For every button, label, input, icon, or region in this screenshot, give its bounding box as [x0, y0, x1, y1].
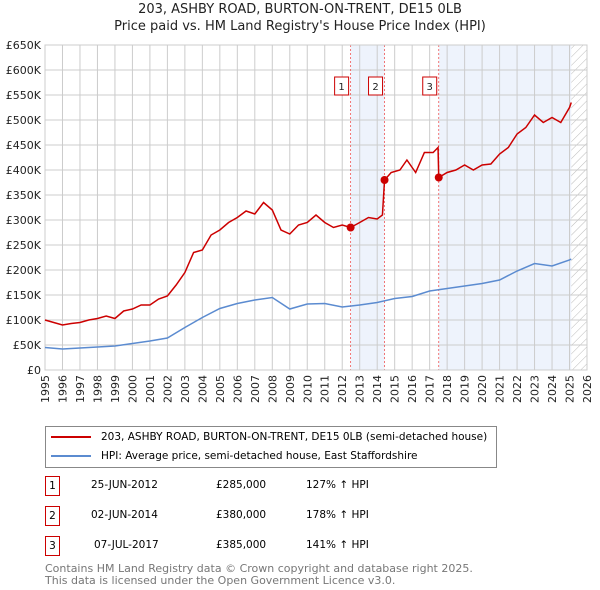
legend-property-label: 203, ASHBY ROAD, BURTON-ON-TRENT, DE15 0…	[101, 431, 488, 443]
sale-label-box	[368, 76, 384, 96]
x-tick-label: 2003	[179, 375, 192, 403]
y-tick-label: £0	[27, 364, 41, 377]
x-tick-label: 2014	[371, 375, 384, 403]
sale-label-box	[422, 76, 438, 96]
shaded-period	[350, 45, 385, 370]
y-tick-label: £150K	[6, 289, 42, 302]
x-tick-label: 2026	[581, 375, 594, 403]
y-tick-label: £250K	[6, 239, 42, 252]
x-tick-label: 2021	[494, 375, 507, 403]
sale-label: 2	[372, 82, 378, 93]
legend: 203, ASHBY ROAD, BURTON-ON-TRENT, DE15 0…	[45, 426, 497, 468]
x-tick-label: 2005	[214, 375, 227, 403]
shaded-period	[438, 45, 572, 370]
sale-point	[434, 173, 443, 182]
plot-border	[44, 44, 588, 371]
y-tick-label: £450K	[6, 139, 42, 152]
x-tick-label: 1995	[39, 375, 52, 403]
y-tick-label: £350K	[6, 189, 42, 202]
x-tick-label: 2020	[476, 375, 489, 403]
x-tick-label: 1998	[91, 375, 104, 403]
transaction-hpi: 141% ↑ HPI	[306, 539, 369, 551]
hpi-line	[44, 258, 572, 350]
legend-hpi-swatch	[51, 455, 91, 457]
sale-point	[380, 176, 389, 184]
x-tick-label: 2002	[161, 375, 174, 403]
property-price-line	[44, 102, 572, 326]
x-tick-label: 2024	[546, 375, 559, 403]
transaction-marker: 2	[45, 506, 60, 526]
x-tick-label: 2007	[249, 375, 262, 403]
x-tick-label: 2016	[406, 375, 419, 403]
x-tick-label: 2013	[354, 375, 367, 403]
y-tick-label: £50K	[13, 339, 42, 352]
transaction-marker: 3	[45, 536, 60, 556]
sale-label: 1	[338, 82, 344, 93]
transaction-price: £380,000	[216, 509, 267, 521]
x-tick-label: 2004	[196, 375, 209, 403]
x-tick-label: 1999	[109, 375, 122, 403]
transaction-price: £285,000	[216, 479, 267, 491]
x-tick-label: 2009	[284, 375, 297, 403]
sale-point	[346, 223, 355, 232]
transaction-date: 02-JUN-2014	[91, 509, 158, 521]
legend-hpi-label: HPI: Average price, semi-detached house,…	[101, 450, 418, 462]
y-tick-label: £500K	[6, 114, 42, 127]
x-tick-label: 2006	[231, 375, 244, 403]
transaction-row: 3 07-JUL-2017 £385,000 141% ↑ HPI	[45, 536, 445, 556]
y-tick-label: £300K	[6, 214, 42, 227]
transaction-hpi: 178% ↑ HPI	[306, 509, 369, 521]
x-tick-label: 2012	[336, 375, 349, 403]
x-tick-label: 2025	[564, 375, 577, 403]
legend-property-swatch	[51, 436, 91, 438]
x-tick-label: 2010	[301, 375, 314, 403]
y-tick-label: £650K	[6, 39, 42, 52]
x-tick-label: 1996	[56, 375, 69, 403]
x-tick-label: 2019	[459, 375, 472, 403]
footer-line2: This data is licensed under the Open Gov…	[45, 574, 396, 587]
transaction-marker: 1	[45, 476, 60, 496]
x-tick-label: 2001	[144, 375, 157, 403]
x-tick-label: 2023	[529, 375, 542, 403]
transaction-row: 2 02-JUN-2014 £380,000 178% ↑ HPI	[45, 506, 445, 526]
y-tick-label: £600K	[6, 64, 42, 77]
y-tick-label: £400K	[6, 164, 42, 177]
y-tick-label: £200K	[6, 264, 42, 277]
footer: Contains HM Land Registry data © Crown c…	[45, 563, 473, 587]
transaction-price: £385,000	[216, 539, 267, 551]
x-tick-label: 2022	[511, 375, 524, 403]
x-tick-label: 2000	[126, 375, 139, 403]
transaction-hpi: 127% ↑ HPI	[306, 479, 369, 491]
transaction-date: 07-JUL-2017	[94, 539, 159, 551]
x-tick-label: 2015	[389, 375, 402, 403]
sale-label-box	[334, 76, 350, 96]
sale-label: 3	[427, 82, 433, 93]
transaction-row: 1 25-JUN-2012 £285,000 127% ↑ HPI	[45, 476, 445, 496]
chart-subtitle: Price paid vs. HM Land Registry's House …	[114, 19, 486, 34]
transaction-date: 25-JUN-2012	[91, 479, 158, 491]
x-tick-label: 2011	[319, 375, 332, 403]
chart-title: 203, ASHBY ROAD, BURTON-ON-TRENT, DE15 0…	[138, 2, 462, 17]
footer-line1: Contains HM Land Registry data © Crown c…	[45, 562, 473, 575]
x-tick-label: 2008	[266, 375, 279, 403]
future-hatch	[571, 45, 587, 370]
y-tick-label: £550K	[6, 89, 42, 102]
x-tick-label: 2018	[441, 375, 454, 403]
x-tick-label: 1997	[74, 375, 87, 403]
y-tick-label: £100K	[6, 314, 42, 327]
x-tick-label: 2017	[424, 375, 437, 403]
price-chart: £0 £50K £100K £150K £200K £250K £300K £350K £400…	[6, 39, 594, 403]
